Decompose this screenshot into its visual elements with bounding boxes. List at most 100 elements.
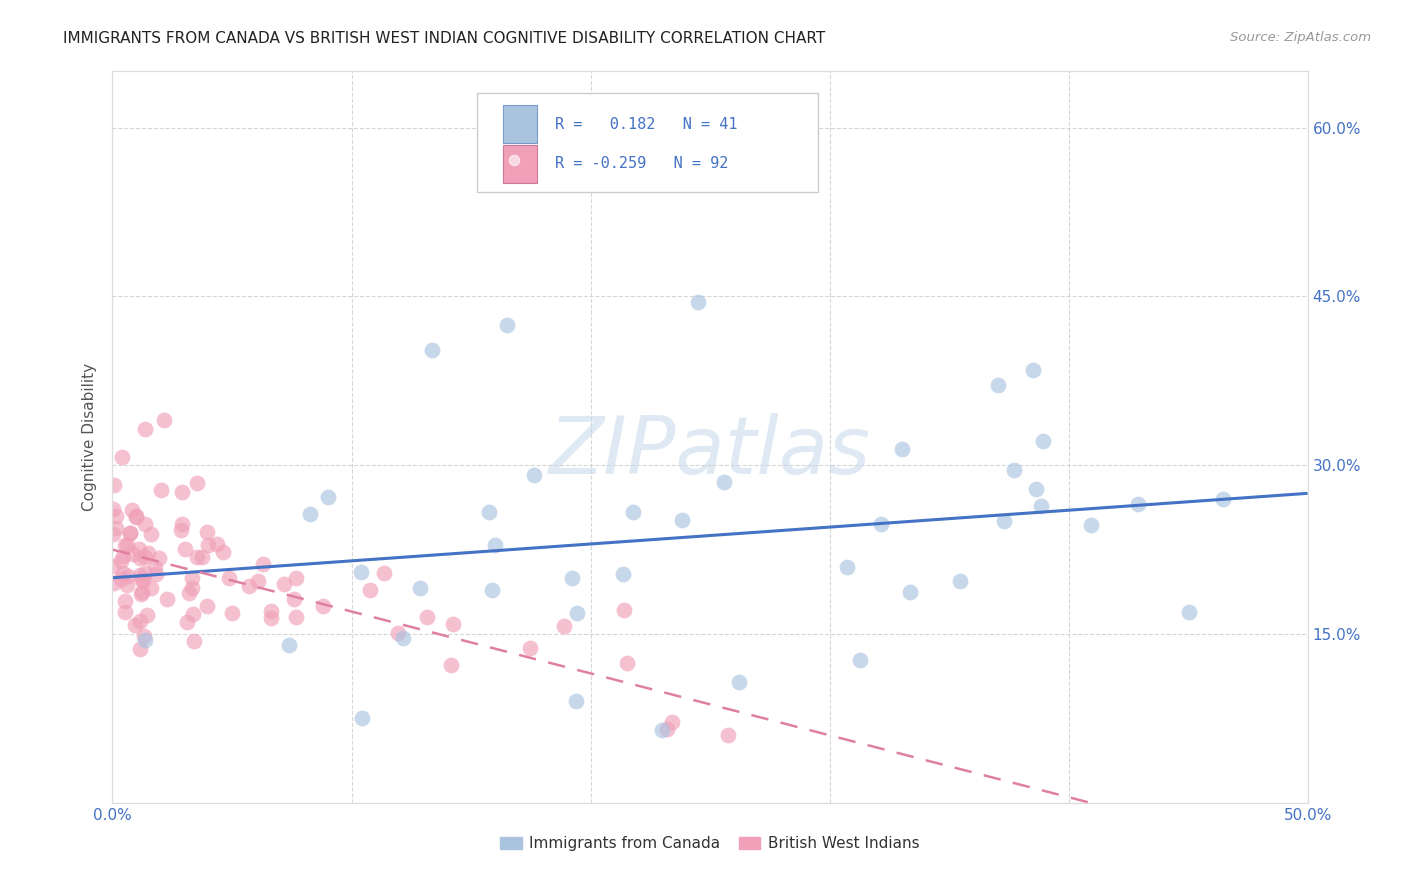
Point (191, 550, 214, 565)
Point (621, 505, 644, 519)
Point (177, 585, 200, 599)
Point (565, 694, 588, 708)
Point (484, 537, 506, 551)
Point (117, 569, 139, 583)
Point (153, 413, 176, 427)
Point (1031, 499, 1053, 513)
Point (717, 728, 740, 742)
Point (252, 557, 274, 571)
Point (283, 592, 305, 607)
Point (359, 583, 381, 598)
Point (176, 615, 198, 629)
Bar (503, 105, 537, 144)
Point (103, 576, 125, 591)
Point (170, 516, 193, 531)
Point (523, 468, 546, 483)
Point (387, 626, 409, 640)
Point (111, 549, 134, 564)
Point (110, 553, 132, 567)
Point (183, 633, 205, 648)
Point (131, 587, 153, 601)
Point (416, 610, 439, 624)
Point (612, 566, 634, 581)
Point (115, 578, 138, 592)
Point (260, 611, 283, 625)
Point (173, 542, 195, 557)
Point (181, 607, 204, 622)
Point (1002, 463, 1025, 477)
Point (727, 674, 749, 689)
Point (238, 579, 260, 593)
Y-axis label: Cognitive Disability: Cognitive Disability (82, 363, 97, 511)
Point (312, 599, 335, 613)
Point (143, 560, 166, 574)
Point (180, 581, 202, 595)
Point (121, 502, 143, 516)
Point (124, 617, 146, 632)
Point (613, 602, 636, 616)
Point (350, 565, 373, 579)
Point (259, 604, 281, 618)
Point (1022, 362, 1045, 376)
Point (136, 546, 159, 560)
Point (316, 491, 339, 505)
Legend: Immigrants from Canada, British West Indians: Immigrants from Canada, British West Ind… (495, 830, 925, 857)
Point (115, 538, 138, 552)
Point (1177, 605, 1199, 619)
Point (118, 525, 141, 540)
Point (392, 631, 415, 645)
Point (496, 318, 519, 332)
Point (218, 571, 240, 585)
Point (284, 571, 307, 585)
Point (139, 582, 162, 596)
Point (278, 638, 301, 652)
Point (197, 538, 219, 552)
Point (170, 484, 193, 499)
Point (104, 509, 127, 524)
Point (849, 653, 872, 667)
Point (139, 527, 162, 541)
Point (134, 550, 156, 565)
Point (129, 641, 152, 656)
Point (114, 538, 136, 552)
Point (169, 523, 191, 537)
Point (616, 656, 638, 670)
Point (103, 478, 125, 492)
Point (567, 606, 589, 620)
Point (688, 295, 710, 310)
Bar (503, 145, 537, 183)
Point (481, 583, 503, 598)
Point (186, 549, 208, 564)
Point (114, 605, 136, 619)
Point (713, 475, 735, 489)
Point (134, 517, 156, 532)
Text: Source: ZipAtlas.com: Source: ZipAtlas.com (1230, 31, 1371, 45)
Point (949, 574, 972, 588)
Point (112, 566, 135, 580)
Point (132, 573, 155, 587)
Point (284, 610, 307, 624)
Point (136, 608, 159, 623)
Point (110, 572, 132, 586)
Point (273, 576, 295, 591)
Point (128, 541, 150, 556)
Point (993, 514, 1015, 528)
Point (298, 508, 321, 522)
Point (205, 537, 228, 551)
Point (103, 558, 125, 573)
Point (103, 502, 125, 516)
Point (195, 599, 218, 613)
Point (212, 545, 235, 559)
Point (131, 585, 153, 599)
Point (125, 510, 148, 524)
Point (120, 526, 142, 541)
Point (987, 377, 1010, 392)
Point (420, 343, 443, 357)
Point (651, 723, 673, 737)
Point (352, 711, 374, 725)
Point (186, 476, 208, 491)
Point (150, 483, 173, 497)
Point (657, 723, 679, 737)
Point (1126, 497, 1149, 511)
Point (114, 594, 136, 608)
